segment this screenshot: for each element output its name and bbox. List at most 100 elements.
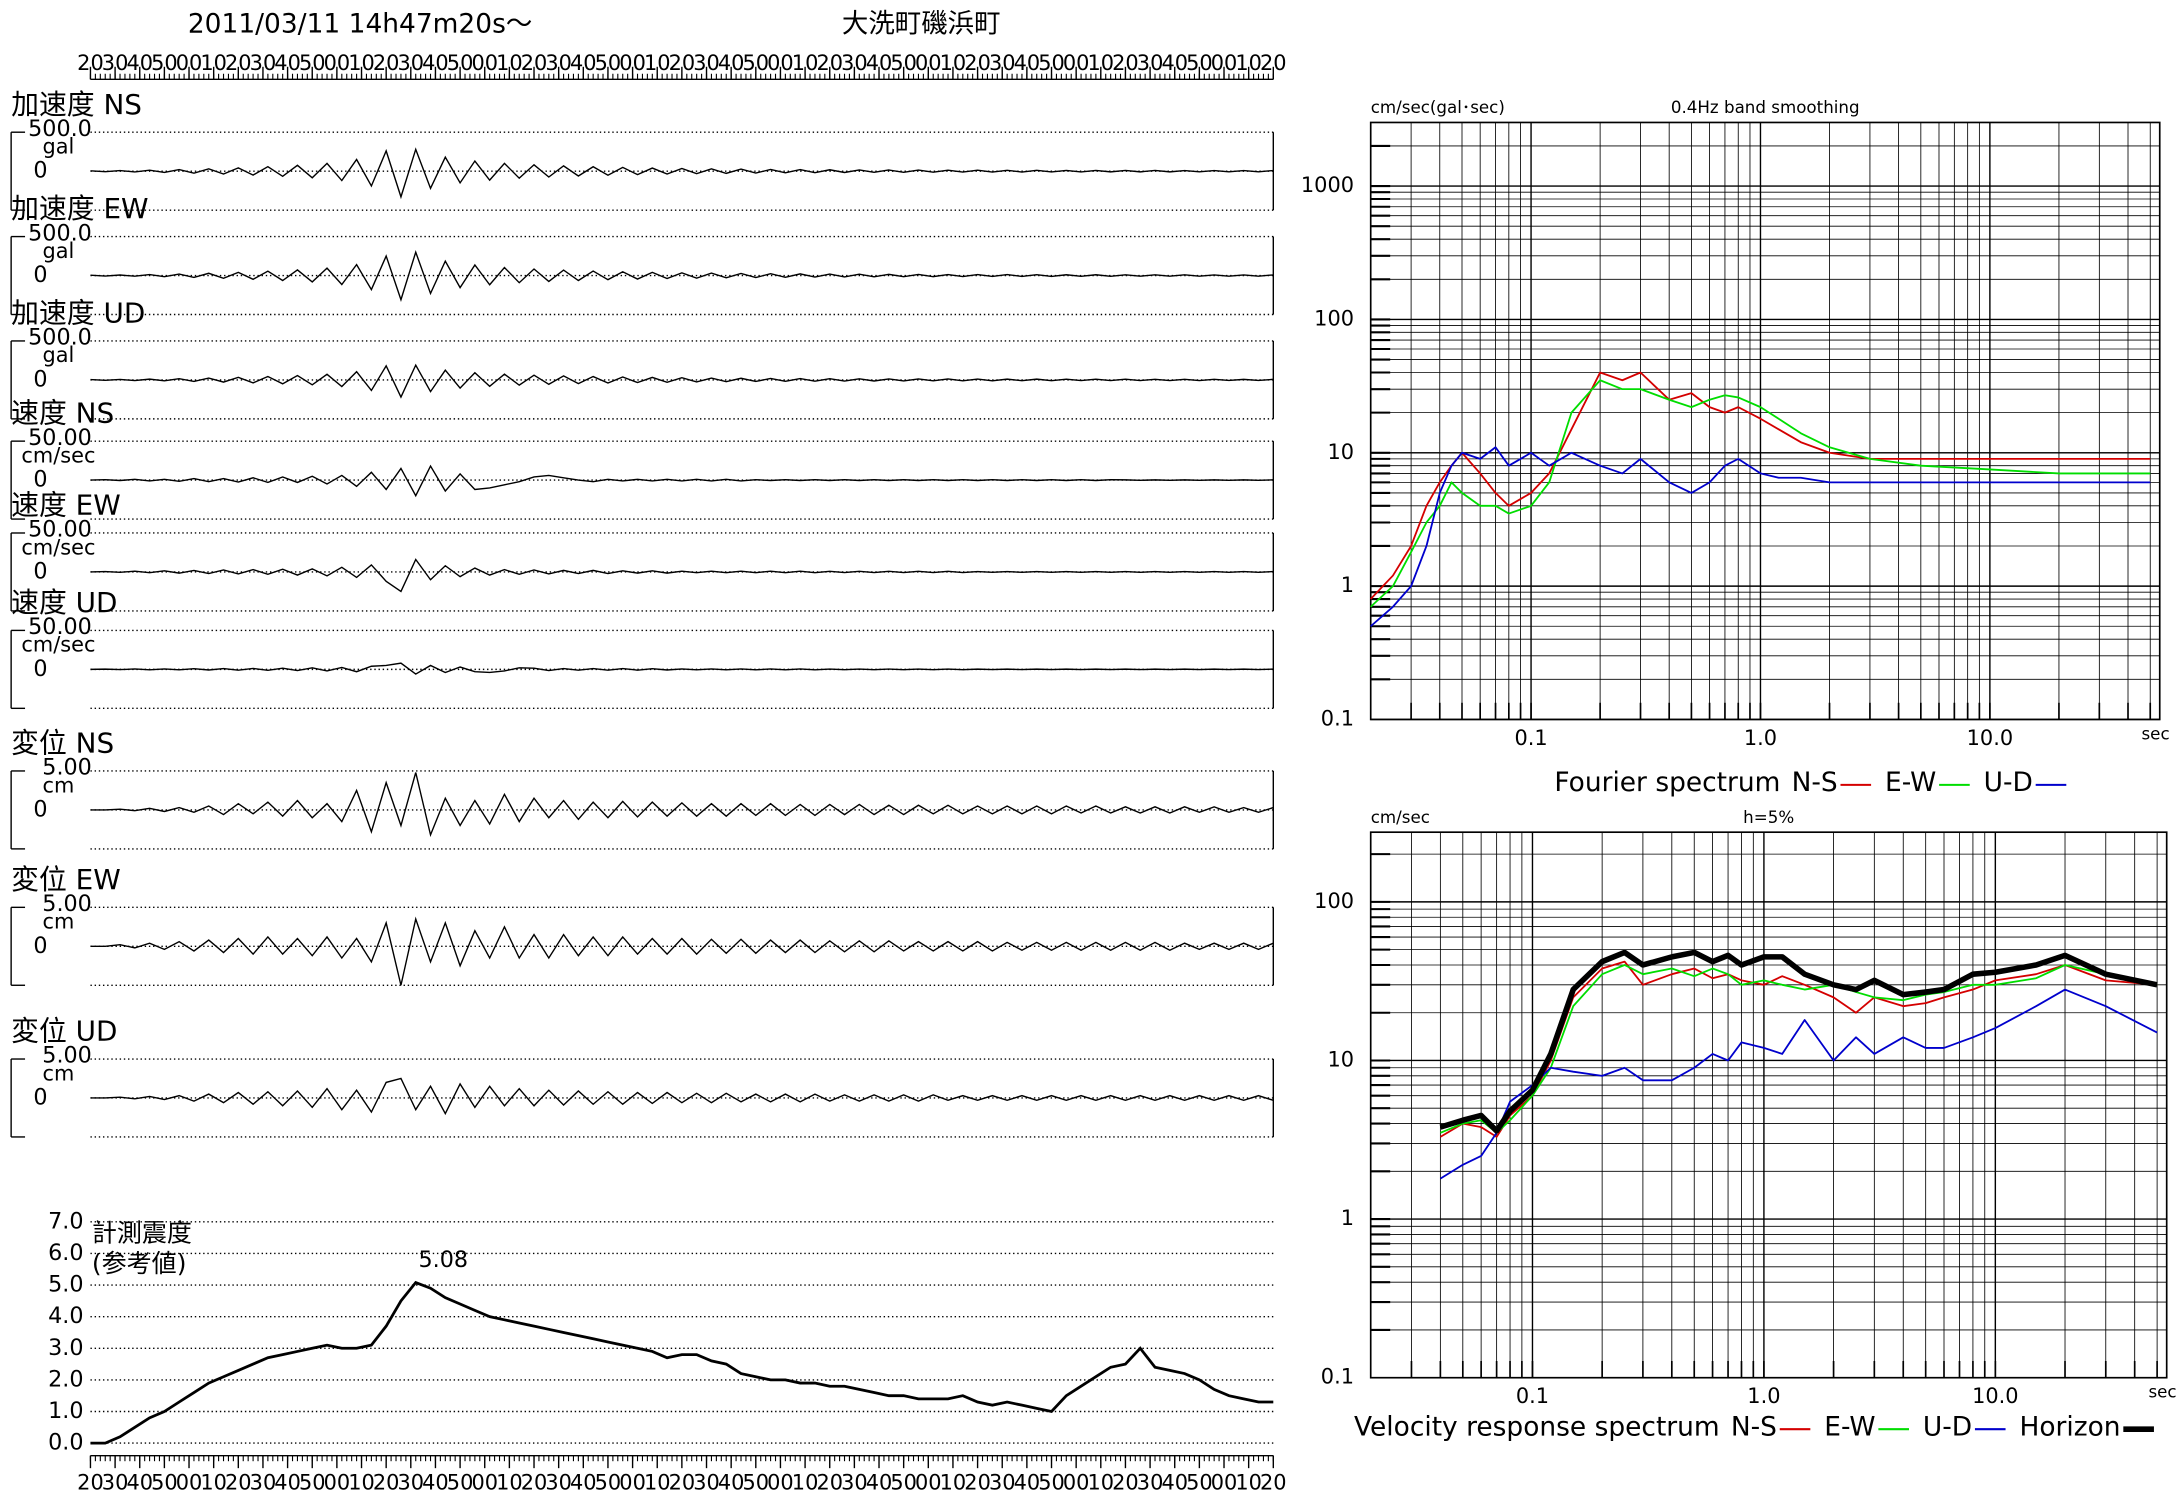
time-tick-label: 00 xyxy=(619,1470,646,1494)
trace-title: 速度 EW xyxy=(11,489,121,522)
x-tick-label: 10.0 xyxy=(1967,726,2013,750)
time-tick-label: 20 xyxy=(1112,51,1139,75)
time-tick-label: 20 xyxy=(225,51,252,75)
trace-tick-label: 5.00 xyxy=(42,1043,92,1069)
time-tick-label: 50 xyxy=(1186,51,1213,75)
waveform xyxy=(90,558,1274,593)
time-tick-label: 30 xyxy=(250,51,277,75)
intensity-tick-label: 7.0 xyxy=(48,1208,83,1234)
time-tick-label: 10 xyxy=(940,1470,967,1494)
time-tick-label: 30 xyxy=(250,1470,277,1494)
legend-title: Velocity response spectrum xyxy=(1354,1411,1720,1442)
time-tick-label: 40 xyxy=(274,1470,301,1494)
time-tick-label: 40 xyxy=(1161,1470,1188,1494)
time-tick-label: 20 xyxy=(669,51,696,75)
time-tick-label: 50 xyxy=(447,51,474,75)
time-tick-label: 30 xyxy=(989,51,1016,75)
trace-tick-label: 50.00 xyxy=(28,614,92,640)
trace-unit: cm xyxy=(43,1061,75,1085)
time-tick-label: 50 xyxy=(743,1470,770,1494)
y-axis-unit: cm/sec xyxy=(1371,808,1430,827)
y-tick-label: 1000 xyxy=(1301,173,1354,197)
time-tick-label: 50 xyxy=(151,51,178,75)
legend-label: Horizon xyxy=(2019,1411,2120,1442)
time-tick-label: 20 xyxy=(77,51,104,75)
time-tick-label: 40 xyxy=(866,51,893,75)
trace-tick-label: 0 xyxy=(33,262,47,288)
trace-tick-label: 50.00 xyxy=(28,517,92,543)
time-tick-label: 40 xyxy=(1014,1470,1041,1494)
trace-title: 速度 NS xyxy=(11,397,114,430)
time-tick-label: 50 xyxy=(890,1470,917,1494)
time-tick-label: 40 xyxy=(274,51,301,75)
time-tick-label: 10 xyxy=(1235,51,1262,75)
legend-label: U-D xyxy=(1923,1411,1972,1442)
time-tick-label: 10 xyxy=(1088,1470,1115,1494)
time-tick-label: 10 xyxy=(496,1470,523,1494)
station-name: 大洗町磯浜町 xyxy=(842,9,1001,40)
time-tick-label: 00 xyxy=(176,51,203,75)
intensity-value-label: 5.08 xyxy=(419,1247,469,1273)
time-tick-label: 00 xyxy=(1211,1470,1238,1494)
y-tick-label: 100 xyxy=(1314,306,1354,330)
trace-tick-label: 500.0 xyxy=(28,325,92,351)
time-tick-label: 00 xyxy=(915,1470,942,1494)
trace-tick-label: 0 xyxy=(33,933,47,959)
time-tick-label: 20 xyxy=(964,51,991,75)
time-tick-label: 10 xyxy=(1088,51,1115,75)
time-tick-label: 50 xyxy=(1186,1470,1213,1494)
y-axis-unit: cm/sec(gal･sec) xyxy=(1371,98,1505,117)
spectrum-line xyxy=(1370,379,2151,608)
intensity-tick-label: 0.0 xyxy=(48,1430,83,1456)
intensity-line xyxy=(90,1280,1274,1445)
time-tick-label: 00 xyxy=(767,1470,794,1494)
time-tick-label: 40 xyxy=(126,1470,153,1494)
trace-unit: gal xyxy=(43,135,75,159)
trace-tick-label: 50.00 xyxy=(28,425,92,451)
trace-title: 速度 UD xyxy=(11,586,117,619)
time-tick-label: 00 xyxy=(1211,51,1238,75)
legend-label: N-S xyxy=(1792,767,1838,798)
time-tick-label: 50 xyxy=(151,1470,178,1494)
time-tick-label: 10 xyxy=(200,1470,227,1494)
time-tick-label: 50 xyxy=(890,51,917,75)
time-tick-label: 20 xyxy=(964,1470,991,1494)
waveform xyxy=(90,1077,1274,1116)
time-tick-label: 30 xyxy=(841,51,868,75)
x-axis-unit: sec xyxy=(2141,724,2169,743)
time-tick-label: 50 xyxy=(743,51,770,75)
time-tick-label: 00 xyxy=(176,1470,203,1494)
time-tick-label: 40 xyxy=(866,1470,893,1494)
time-tick-label: 30 xyxy=(693,51,720,75)
trace-tick-label: 5.00 xyxy=(42,891,92,917)
trace-title: 加速度 EW xyxy=(11,192,148,225)
time-tick-label: 20 xyxy=(225,1470,252,1494)
x-axis-unit: sec xyxy=(2148,1383,2176,1402)
time-tick-label: 50 xyxy=(299,1470,326,1494)
time-tick-label: 30 xyxy=(545,1470,572,1494)
record-time: 2011/03/11 14h47m20s～ xyxy=(188,9,532,40)
spectrum-line xyxy=(1439,949,2158,1134)
intensity-subtitle: (参考値) xyxy=(92,1249,187,1278)
time-tick-label: 20 xyxy=(373,51,400,75)
trace-unit: gal xyxy=(43,239,75,263)
time-tick-label: 50 xyxy=(1038,51,1065,75)
waveform xyxy=(90,662,1274,675)
trace-unit: cm xyxy=(43,910,75,934)
time-tick-label: 30 xyxy=(545,51,572,75)
time-tick-label: 10 xyxy=(496,51,523,75)
trace-tick-label: 500.0 xyxy=(28,220,92,246)
trace-unit: cm/sec xyxy=(21,535,95,559)
trace-tick-label: 0 xyxy=(33,158,47,184)
time-tick-label: 20 xyxy=(816,1470,843,1494)
trace-unit: gal xyxy=(43,343,75,367)
trace-unit: cm/sec xyxy=(21,633,95,657)
trace-title: 変位 UD xyxy=(11,1015,117,1048)
time-tick-label: 40 xyxy=(718,1470,745,1494)
spectrum-subtitle: h=5% xyxy=(1743,808,1794,827)
time-tick-label: 40 xyxy=(126,51,153,75)
trace-tick-label: 0 xyxy=(33,796,47,822)
time-tick-label: 10 xyxy=(940,51,967,75)
